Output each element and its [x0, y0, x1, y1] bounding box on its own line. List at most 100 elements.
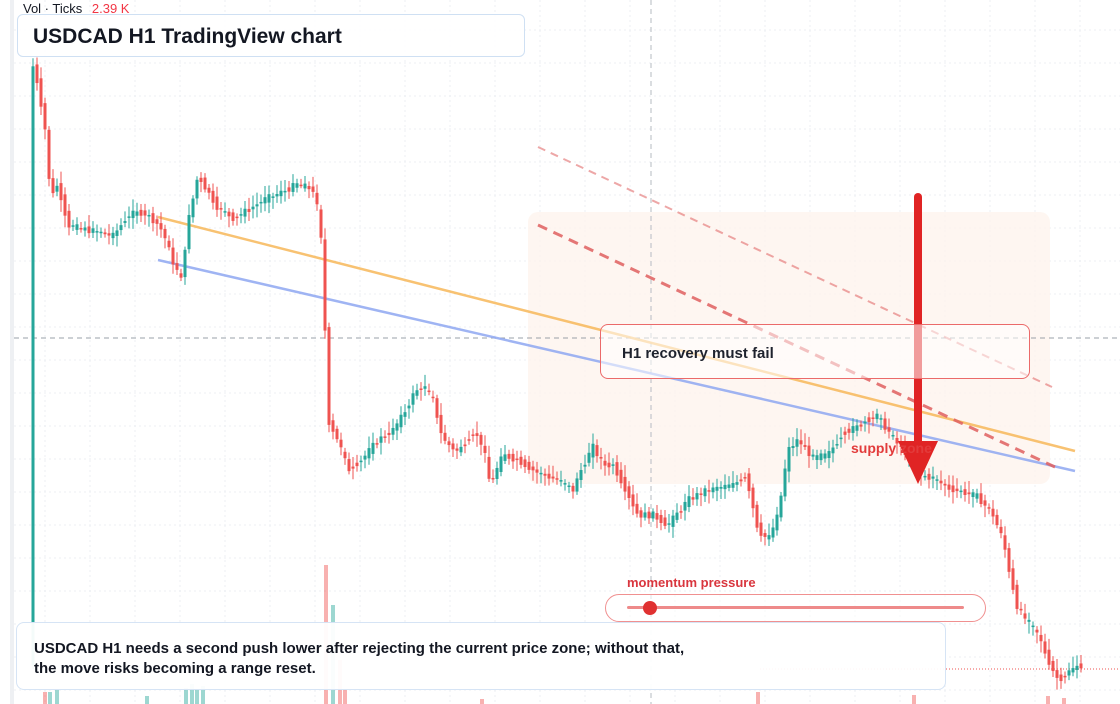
- candle-body: [555, 478, 559, 480]
- candle-body: [163, 228, 167, 239]
- candle-body: [359, 460, 363, 463]
- candle-body: [47, 129, 51, 179]
- candle-body: [203, 177, 207, 190]
- candle-body: [715, 486, 719, 491]
- momentum-label: momentum pressure: [627, 575, 756, 590]
- candle-body: [1019, 608, 1023, 611]
- candle-body: [147, 214, 151, 217]
- candle-body: [319, 209, 323, 238]
- candle-body: [31, 66, 35, 665]
- candle-body: [627, 486, 631, 499]
- candle-body: [431, 396, 435, 399]
- momentum-slider-knob[interactable]: [643, 601, 657, 615]
- candle-body: [571, 485, 575, 492]
- candle-body: [455, 448, 459, 451]
- candle-body: [979, 493, 983, 504]
- candle-body: [1043, 641, 1047, 654]
- candle-body: [267, 194, 271, 203]
- volume-bar: [55, 690, 59, 704]
- candle-body: [1011, 568, 1015, 590]
- candle-body: [39, 78, 43, 107]
- candle-body: [487, 456, 491, 479]
- candle-body: [107, 233, 111, 236]
- candle-body: [723, 484, 727, 490]
- candle-body: [91, 228, 95, 233]
- candle-body: [983, 500, 987, 506]
- candle-body: [787, 446, 791, 472]
- candle-body: [875, 413, 879, 420]
- candle-body: [607, 462, 611, 468]
- candle-body: [111, 232, 115, 239]
- chart-title-box: USDCAD H1 TradingView chart: [17, 14, 525, 57]
- channel-line-upper: [537, 146, 1053, 388]
- candle-body: [423, 386, 427, 389]
- candle-body: [687, 496, 691, 508]
- candle-body: [843, 431, 847, 435]
- candle-body: [683, 501, 687, 511]
- candle-body: [167, 240, 171, 248]
- candle-body: [567, 485, 571, 488]
- momentum-slider[interactable]: [605, 594, 986, 622]
- candle-body: [363, 455, 367, 460]
- candle-body: [867, 417, 871, 422]
- candle-body: [1023, 613, 1027, 619]
- candle-body: [67, 210, 71, 228]
- candle-body: [191, 198, 195, 218]
- candle-body: [1079, 663, 1083, 669]
- candle-body: [887, 427, 891, 432]
- candle-body: [391, 427, 395, 435]
- candle-body: [183, 249, 187, 278]
- candle-body: [131, 210, 135, 219]
- candle-body: [343, 451, 347, 459]
- candle-body: [475, 433, 479, 437]
- candle-body: [531, 466, 535, 471]
- left-scale-edge: [10, 0, 14, 704]
- candle-body: [135, 211, 139, 216]
- candle-body: [447, 441, 451, 446]
- candle-body: [307, 186, 311, 190]
- candle-body: [527, 461, 531, 470]
- candle-body: [1071, 668, 1075, 673]
- candle-body: [347, 459, 351, 472]
- candle-body: [659, 515, 663, 523]
- candle-body: [547, 473, 551, 479]
- candle-body: [831, 447, 835, 454]
- candle-body: [635, 503, 639, 514]
- momentum-slider-track: [627, 606, 964, 609]
- candle-body: [335, 428, 339, 440]
- candle-body: [703, 488, 707, 497]
- candle-body: [827, 451, 831, 459]
- candle-body: [611, 464, 615, 466]
- candle-body: [707, 490, 711, 492]
- candle-body: [987, 507, 991, 509]
- candle-body: [587, 452, 591, 463]
- candle-body: [863, 421, 867, 424]
- candle-body: [963, 489, 967, 495]
- candle-body: [403, 412, 407, 417]
- candle-body: [443, 432, 447, 441]
- candle-body: [895, 437, 899, 444]
- candle-body: [155, 219, 159, 224]
- candle-body: [783, 468, 787, 497]
- candle-body: [743, 477, 747, 479]
- candle-body: [467, 439, 471, 441]
- candle-body: [775, 514, 779, 531]
- candle-body: [283, 190, 287, 193]
- candle-body: [79, 228, 83, 230]
- volume-bar: [201, 686, 205, 704]
- candle-body: [667, 523, 671, 525]
- volume-legend-label: Vol · Ticks: [23, 1, 83, 16]
- candle-body: [751, 487, 755, 509]
- candle-body: [379, 436, 383, 443]
- candle-body: [451, 443, 455, 450]
- candle-body: [231, 212, 235, 221]
- candle-body: [255, 204, 259, 207]
- candle-body: [575, 478, 579, 492]
- candle-body: [815, 455, 819, 461]
- candle-body: [679, 511, 683, 513]
- volume-bar: [1046, 696, 1050, 704]
- candle-body: [811, 454, 815, 457]
- candle-body: [523, 459, 527, 468]
- candle-body: [695, 493, 699, 500]
- candle-body: [439, 414, 443, 434]
